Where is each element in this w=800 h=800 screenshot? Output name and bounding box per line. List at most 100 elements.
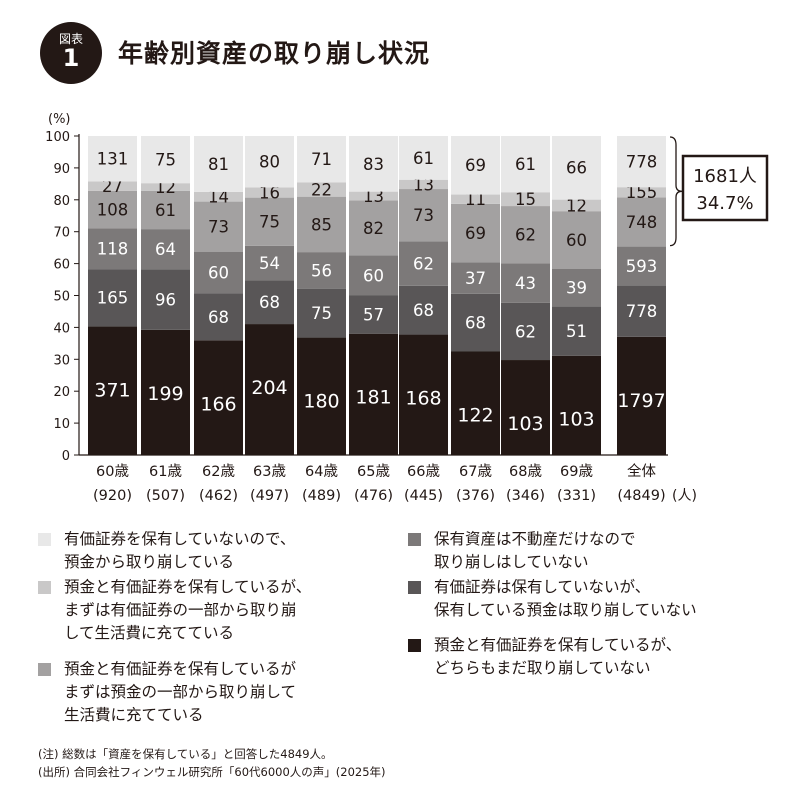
data-label: 61: [515, 155, 536, 174]
data-label: 71: [311, 150, 332, 169]
data-label: 22: [311, 180, 332, 199]
bar-segment: [349, 333, 398, 455]
legend-swatch: [38, 581, 51, 594]
bar-segment: [349, 255, 398, 296]
data-label: 166: [200, 393, 236, 415]
annotation-box: [681, 154, 769, 222]
note-text: (注) 総数は「資産を保有している」と回答した4849人。: [38, 747, 333, 761]
data-label: 82: [363, 219, 384, 238]
bar-segment: [297, 337, 346, 455]
legend-item-not-selling-both: 預金と有価証券を保有しているが、 どちらもまだ取り崩していない: [408, 634, 681, 680]
data-label: 204: [251, 377, 287, 399]
y-tick-label: 40: [53, 321, 70, 336]
bar-segment: [245, 324, 294, 455]
bar-segment: [451, 293, 500, 352]
data-label: 199: [147, 383, 183, 405]
annotation-brace: [669, 136, 683, 247]
data-label: 62: [515, 322, 536, 341]
data-label: 68: [465, 314, 486, 333]
data-label: 68: [208, 308, 229, 327]
data-label: 60: [363, 266, 384, 285]
bar-segment: [245, 280, 294, 325]
data-label: 83: [363, 155, 384, 174]
data-label: 13: [363, 187, 384, 206]
legend-text: まずは有価証券の一部から取り崩: [64, 601, 297, 619]
x-unit-label: (人): [672, 488, 697, 504]
data-label: 85: [311, 215, 332, 234]
data-label: 103: [507, 413, 543, 435]
data-label: 118: [97, 240, 129, 259]
bar-segment: [194, 293, 243, 341]
legend-swatch: [38, 533, 51, 546]
bar-segment: [617, 197, 666, 247]
data-label: 181: [355, 387, 391, 409]
data-label: 165: [97, 289, 129, 308]
bar-segment: [297, 182, 346, 197]
data-label: 155: [626, 183, 658, 202]
data-label: 108: [97, 200, 129, 219]
data-label: 54: [259, 254, 280, 273]
bar-segment: [349, 136, 398, 192]
y-tick-label: 10: [53, 417, 70, 432]
figure-badge-label: 図表: [58, 32, 83, 46]
bar-segment: [141, 183, 190, 191]
y-tick-label: 0: [62, 449, 70, 464]
legend-swatch: [38, 663, 51, 676]
data-label: 73: [413, 206, 434, 225]
bar-segment: [399, 136, 448, 180]
data-label: 62: [413, 255, 434, 274]
data-label: 168: [405, 388, 441, 410]
bar-segment: [88, 190, 137, 229]
x-category-label: 69歳: [560, 463, 593, 480]
bar-segment: [88, 181, 137, 191]
data-label: 103: [558, 409, 594, 431]
data-label: 37: [465, 269, 486, 288]
x-total-label: (507): [146, 488, 185, 504]
legend-text: どちらもまだ取り崩していない: [434, 659, 651, 677]
legend-text: 有価証券は保有していないが、: [434, 578, 651, 596]
legend-text: 有価証券を保有していないので、: [64, 530, 296, 548]
legend-text: して生活費に充てている: [64, 624, 235, 642]
x-category-label: 60歳: [96, 463, 129, 480]
x-total-label: (476): [354, 488, 393, 504]
data-label: 12: [566, 196, 587, 215]
bar-segment: [297, 196, 346, 253]
data-label: 69: [465, 224, 486, 243]
chart-title: 年齢別資産の取り崩し状況: [118, 39, 431, 68]
x-category-label: 64歳: [305, 463, 338, 480]
legend-item-real-estate: 保有資産は不動産だけなので 取り崩しはしていない: [408, 528, 636, 574]
y-tick-label: 30: [53, 353, 70, 368]
data-label: 60: [566, 231, 587, 250]
data-label: 122: [457, 404, 493, 426]
bar-segment: [245, 245, 294, 281]
data-label: 13: [413, 175, 434, 194]
x-category-label: 61歳: [149, 463, 182, 480]
bar-segment: [501, 136, 550, 193]
bar-segment: [88, 326, 137, 455]
legend-text: 預金と有価証券を保有しているが、: [434, 636, 682, 654]
bar-segment: [501, 360, 550, 455]
x-category-label: 全体: [627, 462, 656, 480]
x-category-label: 63歳: [253, 463, 286, 480]
y-tick-label: 60: [53, 258, 70, 273]
data-label: 57: [363, 306, 384, 325]
legend-text: 預金と有価証券を保有しているが、: [64, 578, 312, 596]
bar-segment: [297, 288, 346, 338]
data-label: 61: [155, 201, 176, 220]
bar-segment: [194, 340, 243, 455]
bar-segment: [617, 187, 666, 198]
y-tick-label: 90: [53, 162, 70, 177]
legend-swatch: [408, 581, 421, 594]
bar-segment: [141, 329, 190, 455]
data-label: 27: [102, 177, 123, 196]
bar-segment: [552, 268, 601, 307]
bar-segment: [451, 194, 500, 204]
bar-segment: [141, 269, 190, 330]
bar-segment: [552, 355, 601, 455]
legend-text: まずは預金の一部から取り崩して: [64, 683, 297, 701]
legend-text: 取り崩しはしていない: [434, 553, 589, 571]
bar-segment: [501, 302, 550, 361]
bar-segment: [399, 189, 448, 242]
x-total-label: (376): [456, 488, 495, 504]
legend-text: 預金と有価証券を保有しているが: [64, 660, 297, 678]
